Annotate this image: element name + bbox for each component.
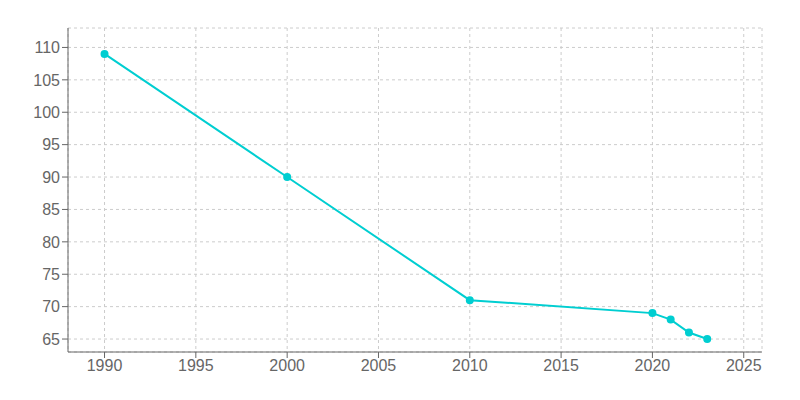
svg-text:90: 90 — [42, 169, 60, 186]
svg-text:65: 65 — [42, 331, 60, 348]
svg-text:105: 105 — [33, 72, 60, 89]
svg-text:2015: 2015 — [543, 357, 579, 374]
svg-text:2010: 2010 — [452, 357, 488, 374]
svg-text:110: 110 — [34, 39, 60, 56]
svg-text:2025: 2025 — [726, 357, 762, 374]
svg-text:2000: 2000 — [269, 357, 305, 374]
svg-text:80: 80 — [42, 234, 60, 251]
svg-text:2020: 2020 — [635, 357, 671, 374]
svg-text:1995: 1995 — [178, 357, 214, 374]
svg-text:1990: 1990 — [87, 357, 123, 374]
svg-text:2005: 2005 — [361, 357, 397, 374]
svg-text:75: 75 — [42, 266, 60, 283]
svg-text:70: 70 — [42, 298, 60, 315]
svg-text:85: 85 — [42, 201, 60, 218]
svg-text:95: 95 — [42, 136, 60, 153]
svg-text:100: 100 — [33, 104, 60, 121]
